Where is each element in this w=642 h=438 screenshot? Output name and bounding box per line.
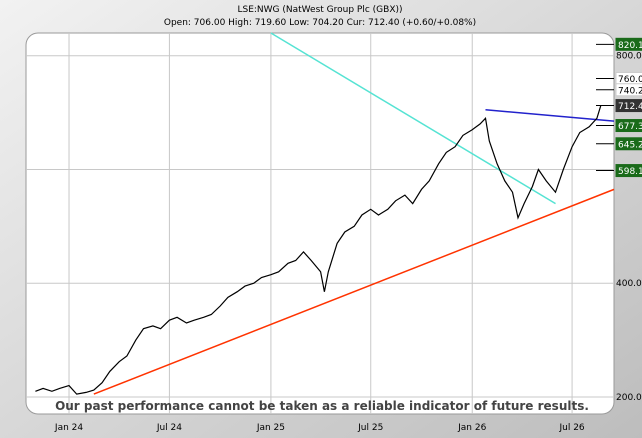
chart-title: LSE:NWG (NatWest Group Plc (GBX)) — [237, 5, 402, 15]
chart-subtitle: Open: 706.00 High: 719.60 Low: 704.20 Cu… — [164, 18, 476, 28]
x-tick-label: Jul 26 — [558, 423, 584, 433]
x-tick-label: Jan 24 — [54, 423, 83, 433]
price-label: 760.0 — [618, 75, 642, 85]
price-label-box — [615, 119, 642, 133]
trend-lines — [93, 32, 615, 395]
y-tick-label: 800.0 — [616, 52, 642, 62]
price-label-box — [615, 99, 642, 113]
x-tick-label: Jan 25 — [256, 423, 285, 433]
price-label: 677.3 — [618, 122, 642, 132]
price-label-box — [615, 137, 642, 151]
disclaimer-footer: Our past performance cannot be taken as … — [55, 399, 589, 413]
price-label: 598.1 — [618, 167, 642, 177]
grid-lines — [26, 33, 614, 414]
trend-line — [485, 109, 615, 122]
trend-line — [93, 188, 615, 395]
y-tick-label: 400.0 — [616, 279, 642, 289]
price-label-box — [615, 164, 642, 178]
price-label: 740.2 — [618, 86, 642, 96]
trend-line — [270, 32, 556, 205]
x-tick-label: Jan 26 — [457, 423, 486, 433]
x-tick-label: Jul 24 — [156, 423, 182, 433]
y-tick-label: 200.0 — [616, 393, 642, 403]
price-label: 712.4 — [618, 102, 642, 112]
price-label-box — [615, 83, 642, 97]
price-label: 645.2 — [618, 140, 642, 150]
price-line — [35, 105, 602, 395]
x-axis-ticks: Jan 24 Jul 24 Jan 25 Jul 25 Jan 26 Jul 26 — [54, 423, 585, 433]
price-series — [35, 105, 602, 395]
x-tick-label: Jul 25 — [357, 423, 383, 433]
price-label-box — [615, 37, 642, 51]
price-label: 820.1 — [618, 41, 642, 51]
